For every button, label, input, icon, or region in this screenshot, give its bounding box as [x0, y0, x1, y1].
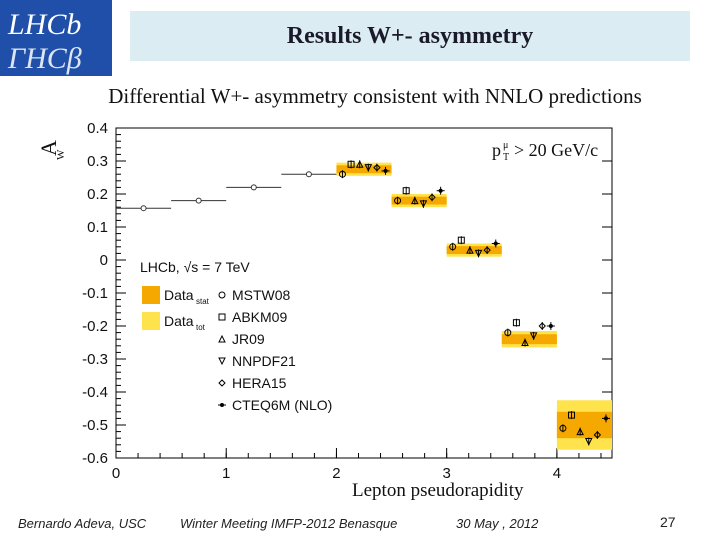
- model-point: [593, 431, 602, 439]
- legend-model-label: NNPDF21: [232, 353, 296, 369]
- y-tick-label: 0.1: [87, 219, 108, 236]
- logo-text-bottom: ГНСβ: [7, 42, 82, 75]
- model-point: [512, 319, 520, 327]
- model-point: [402, 187, 410, 195]
- prediction-point: [305, 171, 312, 178]
- model-point: [474, 249, 483, 258]
- model-point: [373, 163, 381, 172]
- legend-model-label: CTEQ6M (NLO): [232, 397, 332, 413]
- legend-header: LHCb, √s = 7 TeV: [140, 259, 250, 275]
- y-axis-label: A: [36, 140, 61, 156]
- footer-author: Bernardo Adeva, USC: [18, 516, 147, 531]
- y-tick-label: -0.2: [82, 318, 108, 335]
- model-point: [576, 427, 584, 436]
- legend-marker: [218, 291, 226, 299]
- y-tick-label: -0.3: [82, 351, 108, 368]
- data-band-stat: [391, 196, 447, 205]
- legend-marker: [218, 334, 226, 343]
- model-point: [559, 424, 567, 432]
- legend-model-label: MSTW08: [232, 287, 291, 303]
- legend-band-label: Data: [164, 313, 194, 329]
- asymmetry-chart: 0.40.30.20.10-0.1-0.2-0.3-0.4-0.5-0.60 1 2…: [36, 120, 613, 482]
- x-tick-label: 0: [112, 465, 120, 482]
- logo-text-top: LHCb: [7, 8, 81, 41]
- legend-band-swatch: [142, 312, 160, 330]
- x-tick-label: 3: [442, 465, 450, 482]
- lhcb-logo: LHCb ГНСβ: [0, 0, 112, 76]
- prediction-point: [195, 197, 202, 204]
- x-tick-label: 2: [332, 465, 340, 482]
- page-title: Results W+- asymmetry: [286, 22, 534, 49]
- x-tick-label: 1: [222, 465, 230, 482]
- model-point: [521, 338, 529, 346]
- y-tick-label: 0.4: [87, 120, 108, 137]
- model-point: [529, 332, 538, 341]
- y-tick-label: 0: [100, 252, 108, 269]
- y-axis-label-sub: W: [55, 149, 67, 160]
- model-point: [457, 236, 465, 244]
- model-point: [538, 322, 546, 330]
- model-point: [466, 245, 474, 254]
- x-axis-symbol-sup: μ: [603, 479, 609, 482]
- legend-marker: [218, 379, 226, 387]
- model-point: [568, 411, 576, 419]
- y-tick-label: 0.3: [87, 153, 108, 170]
- model-point: [355, 160, 364, 168]
- footer-date: 30 May , 2012: [456, 516, 539, 531]
- x-axis-label: Lepton pseudorapidity: [352, 480, 524, 501]
- y-tick-label: -0.6: [82, 450, 108, 467]
- model-point: [364, 164, 373, 172]
- y-tick-label: -0.4: [82, 384, 108, 401]
- slide-subtitle: Differential W+- asymmetry consistent wi…: [108, 84, 642, 108]
- model-point: [410, 196, 419, 205]
- footer-event: Winter Meeting IMFP-2012 Benasque: [180, 516, 398, 531]
- legend-band-sub: tot: [196, 323, 206, 332]
- page-number: 27: [660, 514, 676, 530]
- data-band-stat: [501, 334, 557, 345]
- cut-label-mu: μ: [503, 140, 508, 151]
- model-point: [347, 160, 355, 168]
- model-point: [504, 329, 512, 337]
- legend-band-label: Data: [164, 287, 194, 303]
- prediction-point: [140, 205, 147, 212]
- legend-marker: [218, 313, 226, 321]
- data-band-stat: [446, 246, 502, 255]
- cut-label-t: T: [503, 152, 509, 163]
- model-point: [419, 200, 428, 209]
- model-point: [428, 193, 436, 202]
- x-axis-symbol: η: [590, 480, 599, 482]
- model-point: [394, 197, 402, 205]
- model-point: [483, 246, 491, 254]
- legend-band-swatch: [142, 286, 160, 304]
- y-tick-label: -0.1: [82, 285, 108, 302]
- model-point: [338, 170, 346, 178]
- model-point: [449, 243, 457, 251]
- legend-band-sub: stat: [196, 297, 210, 306]
- model-point: [584, 438, 593, 446]
- title-bar: Results W+- asymmetry: [130, 11, 690, 61]
- y-tick-label: -0.5: [82, 417, 108, 434]
- legend-model-label: HERA15: [232, 375, 287, 391]
- cut-label-value: > 20 GeV/c: [514, 140, 598, 160]
- data-band-stat: [556, 411, 612, 439]
- legend-marker: [218, 357, 226, 366]
- legend-model-label: ABKM09: [232, 309, 287, 325]
- cut-label-p: p: [492, 140, 501, 160]
- legend-model-label: JR09: [232, 331, 265, 347]
- x-tick-label: 4: [553, 465, 561, 482]
- prediction-point: [250, 184, 257, 191]
- data-band-stat: [336, 165, 392, 174]
- y-tick-label: 0.2: [87, 186, 108, 203]
